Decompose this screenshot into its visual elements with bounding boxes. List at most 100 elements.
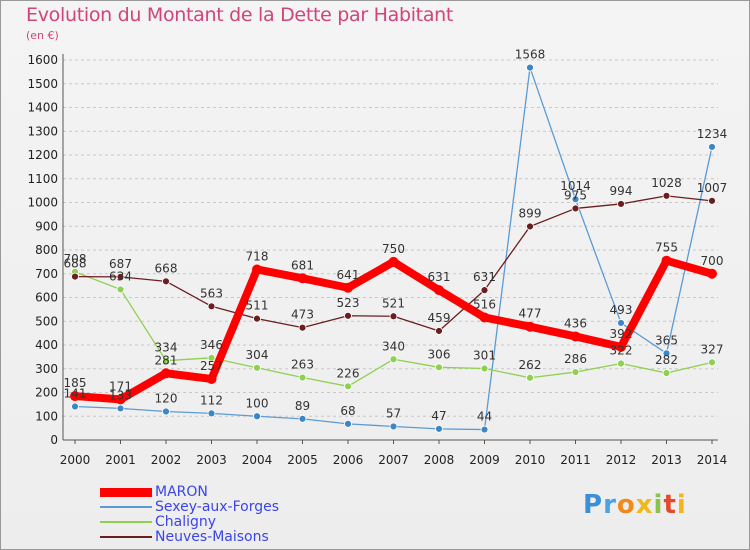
data-point-maron	[616, 341, 626, 352]
y-tick-label: 100	[35, 409, 58, 423]
data-point-sexey-aux-forges	[617, 319, 625, 327]
data-point-sexey-aux-forges	[162, 407, 170, 416]
data-label-chaligny: 304	[246, 348, 269, 362]
legend-swatch-maron	[100, 488, 152, 497]
data-label-maron: 436	[564, 316, 587, 330]
x-tick-label: 2006	[333, 453, 364, 467]
data-label-neuves-maisons: 668	[155, 261, 178, 275]
data-point-chaligny	[617, 359, 625, 368]
data-point-chaligny	[207, 353, 216, 362]
grid-lines	[63, 59, 718, 441]
y-tick-label: 1600	[27, 53, 58, 67]
data-label-maron: 392	[610, 327, 633, 341]
x-tick-label: 2010	[515, 453, 546, 467]
data-label-chaligny: 262	[519, 358, 542, 372]
data-label-sexey-aux-forges: 120	[155, 392, 178, 406]
data-label-maron: 257	[200, 359, 223, 373]
data-label-sexey-aux-forges: 89	[295, 399, 310, 413]
logo-letter: t	[663, 490, 677, 520]
data-label-neuves-maisons: 687	[109, 257, 132, 271]
data-label-sexey-aux-forges: 47	[431, 409, 446, 423]
data-point-sexey-aux-forges	[344, 419, 352, 428]
x-tick-label: 2004	[242, 453, 273, 467]
data-point-neuves-maisons	[571, 204, 580, 213]
data-point-neuves-maisons	[617, 200, 625, 208]
data-point-sexey-aux-forges	[298, 414, 307, 423]
data-label-chaligny: 282	[655, 353, 678, 367]
data-label-sexey-aux-forges: 493	[610, 303, 633, 317]
data-label-sexey-aux-forges: 1014	[560, 179, 591, 193]
data-point-chaligny	[435, 363, 443, 372]
data-point-neuves-maisons	[708, 196, 716, 205]
data-point-sexey-aux-forges	[435, 424, 443, 433]
data-point-sexey-aux-forges	[571, 195, 580, 204]
data-point-chaligny	[526, 373, 534, 382]
data-point-neuves-maisons	[526, 222, 534, 231]
data-label-chaligny: 327	[701, 342, 724, 356]
data-point-maron	[525, 321, 535, 332]
y-tick-label: 500	[35, 314, 58, 328]
data-label-maron: 641	[337, 268, 360, 282]
logo-letter: o	[616, 490, 636, 520]
y-tick-label: 700	[35, 267, 58, 281]
legend-label-maron: MARON	[155, 484, 208, 500]
data-label-chaligny: 306	[428, 347, 451, 361]
x-tick-label: 2014	[697, 453, 728, 467]
logo-letter: i	[676, 490, 687, 520]
data-point-maron	[115, 394, 126, 405]
data-label-chaligny: 634	[109, 269, 132, 283]
legend-swatch-sexey	[100, 506, 152, 508]
legend-swatch-neuves	[100, 536, 152, 538]
x-tick-label: 2000	[60, 453, 91, 467]
legend-swatch-chaligny	[100, 521, 152, 523]
data-point-maron	[661, 255, 672, 266]
data-point-neuves-maisons	[253, 314, 261, 323]
y-tick-label: 1200	[27, 148, 58, 162]
data-point-sexey-aux-forges	[708, 143, 716, 151]
data-label-neuves-maisons: 511	[246, 299, 269, 313]
x-tick-label: 2002	[151, 453, 182, 467]
series-group	[70, 63, 717, 434]
data-label-maron: 185	[64, 376, 87, 390]
data-point-maron	[70, 391, 80, 402]
logo-letter: i	[653, 490, 664, 520]
data-label-chaligny: 346	[200, 338, 223, 352]
data-label-sexey-aux-forges: 365	[655, 333, 678, 347]
x-tick-label: 2013	[651, 453, 682, 467]
data-point-neuves-maisons	[344, 311, 352, 320]
data-point-sexey-aux-forges	[71, 402, 79, 411]
legend-label-neuves: Neuves-Maisons	[155, 529, 269, 545]
data-point-maron	[206, 373, 217, 384]
data-point-chaligny	[298, 373, 307, 382]
data-point-neuves-maisons	[162, 277, 170, 286]
data-point-chaligny	[389, 355, 398, 364]
data-label-maron: 700	[701, 254, 724, 268]
y-tick-label: 400	[35, 338, 58, 352]
logo-letter: x	[635, 490, 654, 520]
logo-letter: r	[603, 490, 617, 520]
data-label-neuves-maisons: 994	[610, 184, 633, 198]
data-label-neuves-maisons: 899	[519, 206, 542, 220]
data-label-sexey-aux-forges: 57	[386, 406, 401, 420]
proxiti-logo: Proxiti	[583, 490, 687, 520]
data-point-chaligny	[116, 285, 125, 294]
data-label-neuves-maisons: 631	[473, 270, 496, 284]
y-tick-label: 1400	[27, 101, 58, 115]
data-label-sexey-aux-forges: 1234	[697, 127, 728, 141]
x-tick-label: 2011	[560, 453, 591, 467]
data-label-chaligny: 322	[610, 344, 633, 358]
y-tick-label: 200	[35, 386, 58, 400]
data-point-chaligny	[662, 369, 671, 377]
y-tick-label: 1300	[27, 124, 58, 138]
data-label-maron: 681	[291, 258, 314, 272]
data-label-maron: 477	[519, 307, 542, 321]
data-label-chaligny: 334	[155, 341, 178, 355]
data-point-chaligny	[344, 382, 352, 391]
data-point-neuves-maisons	[298, 323, 307, 332]
data-label-neuves-maisons: 1007	[697, 181, 728, 195]
data-label-sexey-aux-forges: 133	[109, 388, 132, 402]
data-label-maron: 281	[155, 353, 178, 367]
logo-letter: P	[583, 490, 604, 520]
data-labels: 141 133 120 112 100 89 68 57 47 44 1568 1014 493 365 1…	[64, 48, 728, 424]
